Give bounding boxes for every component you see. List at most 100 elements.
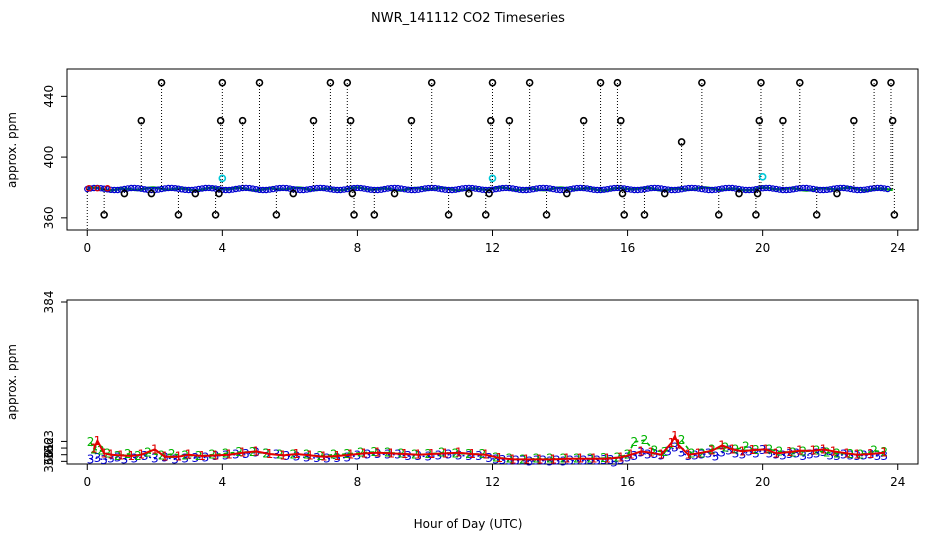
top-flag-point (620, 211, 629, 219)
series-2-point: 2 (870, 444, 878, 458)
series-1-point: 1 (509, 452, 517, 466)
top-baseline-point (681, 185, 689, 192)
top-flag-point (850, 116, 858, 125)
bottom-x-tick-label: 24 (890, 475, 905, 489)
top-flag-point (326, 78, 335, 87)
top-baseline-point (313, 184, 321, 192)
series-3-point: 3 (512, 454, 520, 468)
series-1-point: 1 (617, 450, 625, 464)
top-flag-point (191, 189, 200, 198)
top-flag-point (350, 211, 358, 219)
series-3-point: 3 (519, 454, 527, 468)
top-baseline-point (860, 186, 868, 193)
series-3-point: 3 (553, 454, 561, 468)
top-baseline-point (381, 185, 388, 193)
series-1-point: 1 (279, 448, 287, 462)
top-baseline-point (776, 186, 783, 193)
series-3-point: 3 (475, 449, 483, 463)
top-baseline-point (499, 184, 506, 192)
top-baseline-point (124, 185, 132, 192)
top-red-point (85, 185, 93, 192)
top-flag-point (309, 116, 318, 125)
series-3-point: 3 (343, 450, 351, 464)
top-baseline-point (438, 185, 445, 193)
series-1-point: 1 (137, 448, 145, 462)
series-1-point: 1 (522, 452, 530, 466)
series-3-point: 3 (445, 448, 453, 462)
top-baseline-point (827, 186, 834, 193)
top-baseline-point (215, 185, 223, 193)
bottom-x-tick-label: 12 (485, 475, 500, 489)
series-1-point: 1 (151, 442, 159, 456)
top-baseline-point (803, 184, 810, 192)
top-baseline-point (175, 185, 182, 192)
top-baseline-point (138, 185, 145, 192)
top-baseline-point (296, 186, 304, 194)
top-baseline-point (654, 184, 662, 192)
series-3-point: 3 (499, 453, 507, 467)
top-baseline-point (597, 186, 604, 194)
top-x-tick-label: 24 (890, 241, 905, 255)
series-1-point: 1 (739, 444, 747, 458)
series-3-point: 3 (593, 454, 601, 468)
series-3-point: 3 (465, 449, 473, 463)
top-baseline-point (357, 184, 364, 192)
series-2-point: 2 (330, 448, 338, 462)
top-flag-point (346, 116, 355, 125)
top-baseline-point (300, 186, 307, 194)
top-baseline-point (884, 185, 891, 193)
series-1-point: 1 (718, 438, 726, 452)
top-baseline-point (847, 185, 854, 193)
series-3-point: 3 (435, 448, 443, 462)
top-baseline-point (881, 185, 888, 192)
series-3-point: 3 (202, 450, 210, 464)
series-2-point: 2 (766, 442, 774, 456)
top-baseline-point (685, 184, 692, 192)
series-1-point: 1 (708, 444, 716, 458)
series-3-point: 3 (506, 454, 514, 468)
top-flag-point (100, 211, 108, 219)
series-3-point: 3 (786, 447, 794, 461)
top-baseline-point (722, 184, 729, 192)
series-3-point: 3 (813, 446, 821, 460)
series-1-point: 1 (549, 452, 557, 466)
top-baseline-point (604, 185, 611, 193)
top-baseline-point (830, 185, 837, 192)
top-baseline-point (857, 186, 864, 194)
series-1-point: 1 (657, 448, 665, 462)
series-1-point: 1 (161, 450, 169, 464)
top-flag-point (525, 78, 534, 87)
top-flag-point (887, 78, 895, 87)
top-baseline-point (202, 184, 209, 192)
series-1-point: 1 (786, 445, 794, 459)
series-3-point: 3 (492, 452, 500, 466)
top-baseline-point (516, 186, 523, 193)
series-1-point: 1 (212, 448, 220, 462)
top-baseline-point (712, 186, 719, 193)
top-baseline-point (854, 186, 861, 194)
top-flag-point (211, 211, 220, 219)
series-1-point: 1 (685, 448, 693, 462)
top-baseline-point (171, 184, 179, 192)
top-baseline-point (570, 185, 577, 192)
top-baseline-point (330, 186, 337, 193)
series-1-point: 1 (674, 438, 682, 452)
series-2-point: 2 (168, 447, 176, 461)
top-baseline-point (624, 185, 631, 193)
top-baseline-point (462, 184, 469, 192)
series-3-point: 3 (364, 448, 372, 462)
top-baseline-point (725, 184, 733, 192)
top-baseline-point (421, 185, 429, 192)
top-baseline-point (877, 184, 885, 192)
top-baseline-point (553, 186, 560, 193)
top-baseline-point (411, 186, 418, 194)
series-1-point: 1 (820, 442, 828, 456)
top-baseline-point (404, 186, 412, 193)
top-x-tick-label: 4 (219, 241, 227, 255)
series-1-point: 1 (563, 452, 571, 466)
series-3-point: 3 (637, 446, 645, 460)
top-baseline-point (388, 184, 395, 192)
top-baseline-point (816, 186, 824, 194)
top-baseline-point (759, 184, 766, 192)
top-flag-point (617, 116, 625, 125)
